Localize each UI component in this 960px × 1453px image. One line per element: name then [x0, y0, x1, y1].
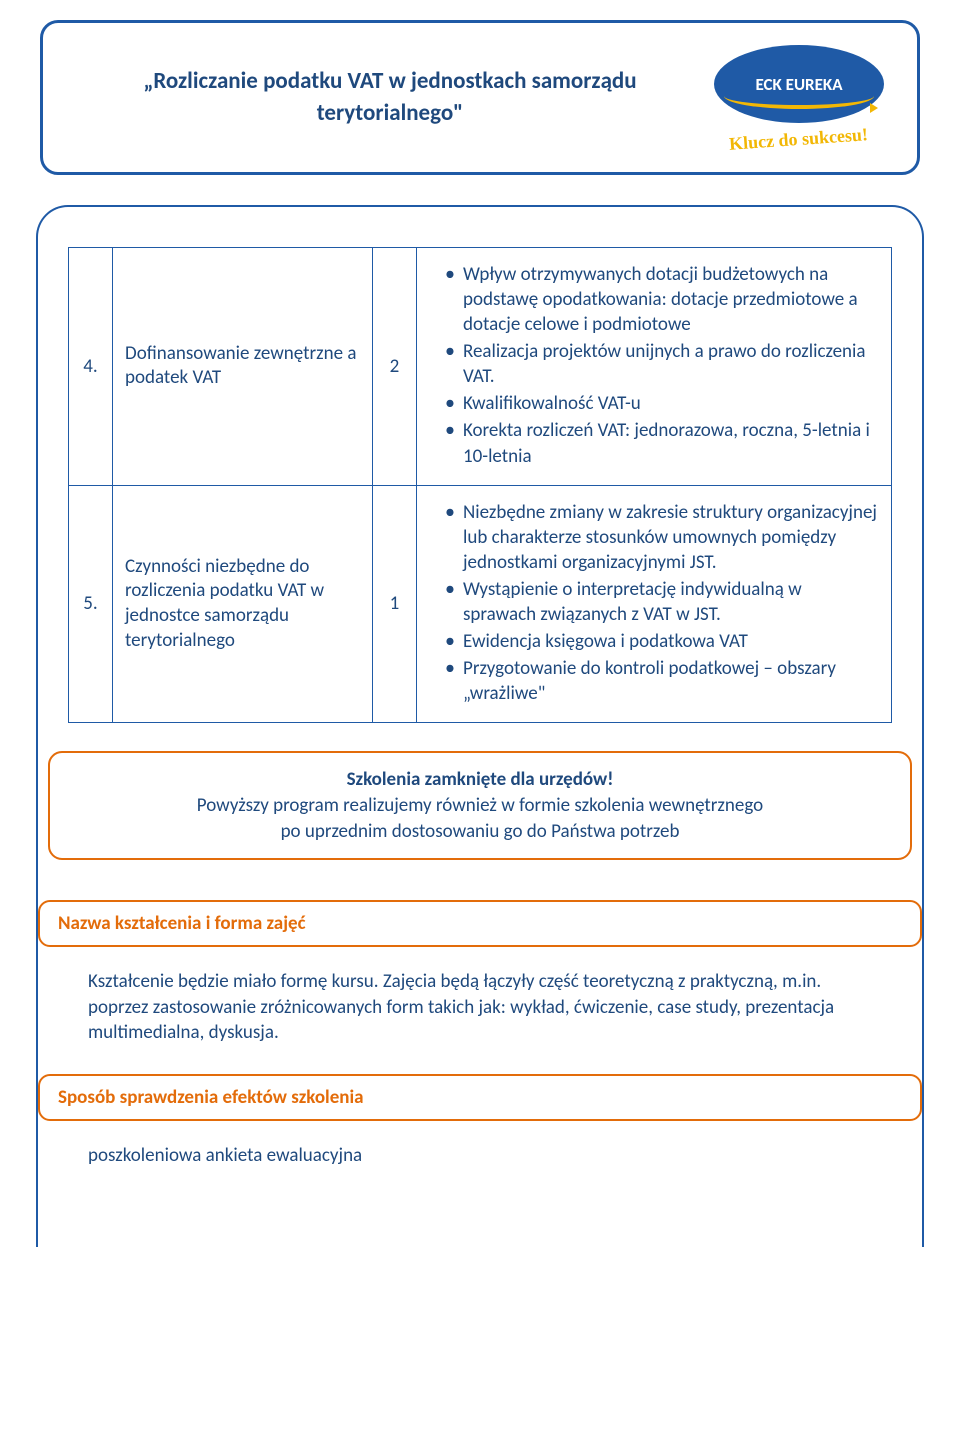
logo: ECK EUREKA Klucz do sukcesu!: [709, 45, 889, 150]
bullet-list: Wpływ otrzymywanych dotacji budżetowych …: [425, 262, 879, 469]
logo-tagline: Klucz do sukcesu!: [729, 124, 869, 155]
bullet-item: Realizacja projektów unijnych a prawo do…: [445, 339, 879, 389]
bullet-item: Niezbędne zmiany w zakresie struktury or…: [445, 500, 879, 575]
program-table: 4. Dofinansowanie zewnętrzne a podatek V…: [68, 247, 892, 723]
row-hours: 2: [373, 248, 417, 486]
section-body-forma: Kształcenie będzie miało formę kursu. Za…: [68, 969, 892, 1074]
header-title: „Rozliczanie podatku VAT w jednostkach s…: [71, 66, 709, 128]
header-box: „Rozliczanie podatku VAT w jednostkach s…: [40, 20, 920, 175]
table-row: 4. Dofinansowanie zewnętrzne a podatek V…: [69, 248, 892, 486]
bullet-item: Wpływ otrzymywanych dotacji budżetowych …: [445, 262, 879, 337]
section-body-sprawdzenie: poszkoleniowa ankieta ewaluacyjna: [68, 1143, 892, 1197]
logo-swoosh-icon: [724, 83, 874, 109]
bullet-item: Korekta rozliczeń VAT: jednorazowa, rocz…: [445, 418, 879, 468]
section-label-sprawdzenie: Sposób sprawdzenia efektów szkolenia: [38, 1074, 922, 1121]
logo-ellipse: ECK EUREKA: [714, 45, 884, 123]
info-line3: po uprzednim dostosowaniu go do Państwa …: [70, 819, 890, 845]
table-row: 5. Czynności niezbędne do rozliczenia po…: [69, 485, 892, 723]
bullet-item: Wystąpienie o interpretację indywidualną…: [445, 577, 879, 627]
bullet-list: Niezbędne zmiany w zakresie struktury or…: [425, 500, 879, 707]
row-topic: Czynności niezbędne do rozliczenia podat…: [113, 485, 373, 723]
bullet-item: Ewidencja księgowa i podatkowa VAT: [445, 629, 879, 654]
row-topic: Dofinansowanie zewnętrzne a podatek VAT: [113, 248, 373, 486]
info-box: Szkolenia zamknięte dla urzędów! Powyższ…: [48, 751, 912, 860]
row-content: Niezbędne zmiany w zakresie struktury or…: [417, 485, 892, 723]
section-label-forma: Nazwa kształcenia i forma zajęć: [38, 900, 922, 947]
info-line2: Powyższy program realizujemy również w f…: [70, 793, 890, 819]
row-number: 5.: [69, 485, 113, 723]
row-number: 4.: [69, 248, 113, 486]
row-content: Wpływ otrzymywanych dotacji budżetowych …: [417, 248, 892, 486]
info-line1: Szkolenia zamknięte dla urzędów!: [70, 767, 890, 793]
content-frame: 4. Dofinansowanie zewnętrzne a podatek V…: [36, 205, 924, 1247]
bullet-item: Kwalifikowalność VAT-u: [445, 391, 879, 416]
row-hours: 1: [373, 485, 417, 723]
bullet-item: Przygotowanie do kontroli podatkowej – o…: [445, 656, 879, 706]
